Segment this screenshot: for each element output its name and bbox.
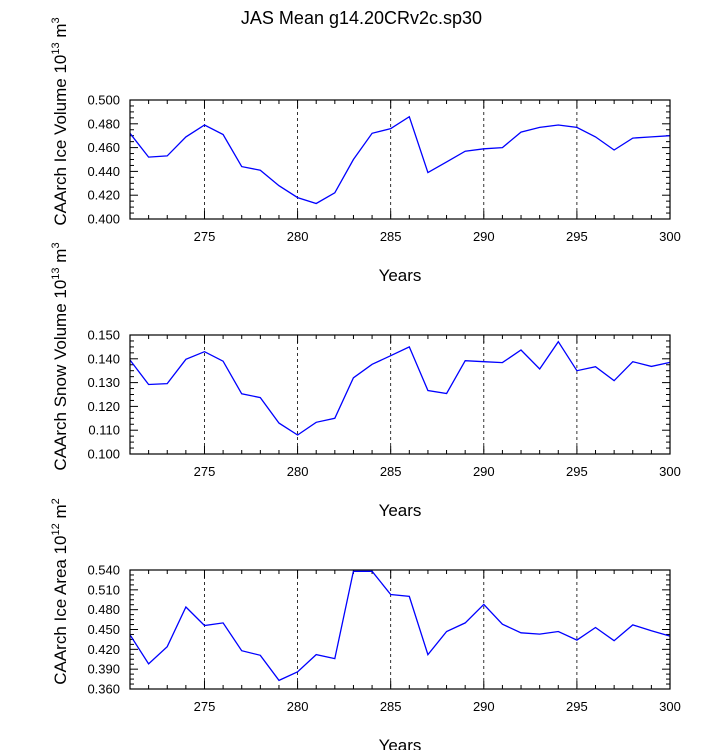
series-line [129, 570, 671, 682]
y-tick-label: 0.510 [87, 582, 120, 597]
x-axis-label: Years [379, 736, 422, 750]
y-label-exponent: 13 [50, 267, 62, 279]
y-tick-label: 0.460 [87, 140, 120, 155]
y-tick-label: 0.130 [87, 375, 120, 390]
y-axis-label: CAArch Ice Volume 1013 m3 [50, 17, 70, 225]
x-tick-label: 295 [566, 229, 588, 244]
y-label-unit-exponent: 3 [50, 17, 62, 23]
x-tick-label: 295 [566, 699, 588, 714]
y-tick-label: 0.360 [87, 682, 120, 697]
y-tick-label: 0.480 [87, 116, 120, 131]
x-tick-label: 280 [287, 229, 309, 244]
x-tick-label: 300 [659, 229, 681, 244]
y-label-exponent: 12 [50, 523, 62, 535]
y-label-unit: m [51, 504, 70, 523]
y-label-text: CAArch Ice Area 10 [51, 535, 70, 684]
y-tick-label: 0.440 [87, 164, 120, 179]
y-label-text: CAArch Snow Volume 10 [51, 280, 70, 471]
y-label-unit: m [51, 249, 70, 268]
plot-frame [129, 569, 671, 690]
y-label-unit-exponent: 3 [50, 242, 62, 248]
y-tick-label: 0.420 [87, 188, 120, 203]
x-tick-label: 275 [194, 699, 216, 714]
y-tick-label: 0.150 [87, 328, 120, 343]
series-line [129, 340, 671, 436]
y-tick-label: 0.540 [87, 563, 120, 578]
x-axis-label: Years [379, 501, 422, 520]
y-axis-label: CAArch Snow Volume 1013 m3 [50, 242, 70, 470]
y-tick-label: 0.390 [87, 662, 120, 677]
x-tick-label: 295 [566, 464, 588, 479]
figure-title: JAS Mean g14.20CRv2c.sp30 [240, 8, 483, 28]
x-tick-label: 275 [194, 464, 216, 479]
y-tick-label: 0.140 [87, 351, 120, 366]
x-tick-label: 300 [659, 699, 681, 714]
y-tick-label: 0.110 [88, 423, 120, 438]
y-label-exponent: 13 [50, 42, 62, 54]
x-tick-label: 290 [473, 464, 495, 479]
x-tick-label: 275 [194, 229, 216, 244]
y-label-unit-exponent: 2 [50, 498, 62, 504]
plot-frame [129, 334, 671, 455]
plot-frame [129, 99, 671, 220]
chart-panel-3: 0.360 0.390 0.420 0.450 0.480 0.510 0.540 275 28… [50, 498, 681, 750]
y-label-text: CAArch Ice Volume 10 [51, 55, 70, 226]
x-axis-label: Years [379, 266, 422, 285]
y-tick-label: 0.480 [87, 602, 120, 617]
y-tick-label: 0.500 [87, 93, 120, 108]
x-tick-label: 290 [473, 229, 495, 244]
y-tick-label: 0.420 [87, 642, 120, 657]
y-axis-label: CAArch Ice Area 1012 m2 [50, 498, 70, 685]
chart-panel-2: 0.100 0.110 0.120 0.130 0.140 0.150 275 280 285 2… [50, 242, 681, 520]
x-tick-label: 285 [380, 464, 402, 479]
y-tick-label: 0.100 [87, 447, 120, 462]
y-label-unit: m [51, 23, 70, 42]
chart-panel-1: 0.400 0.420 0.440 0.460 0.480 0.500 275 280 285 2… [50, 17, 681, 285]
x-tick-label: 285 [380, 229, 402, 244]
y-tick-label: 0.400 [87, 212, 120, 227]
x-tick-label: 290 [473, 699, 495, 714]
x-tick-label: 280 [287, 699, 309, 714]
y-tick-label: 0.450 [87, 622, 120, 637]
x-tick-label: 285 [380, 699, 402, 714]
y-tick-label: 0.120 [87, 399, 120, 414]
series-line [129, 115, 671, 205]
x-tick-label: 300 [659, 464, 681, 479]
x-tick-label: 280 [287, 464, 309, 479]
